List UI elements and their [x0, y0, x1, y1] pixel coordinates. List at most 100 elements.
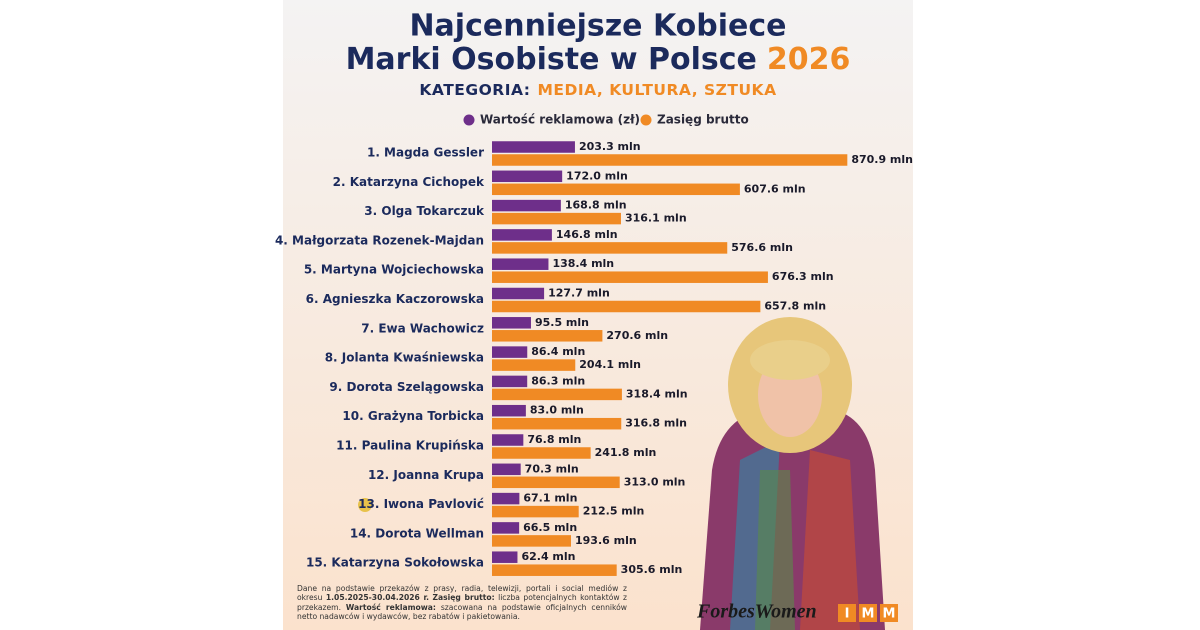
value-label: 76.8 mln [527, 433, 581, 446]
subtitle-text: MEDIA, KULTURA, SZTUKA [537, 81, 776, 99]
bar [492, 154, 848, 166]
value-label: 241.8 mln [595, 446, 657, 459]
category-label: 2. Katarzyna Cichopek [333, 175, 485, 189]
logo-letter: M [883, 607, 896, 622]
category-label: 9. Dorota Szelągowska [329, 380, 484, 394]
category-label: 3. Olga Tokarczuk [364, 204, 485, 218]
value-label: 67.1 mln [523, 492, 577, 505]
new-badge [358, 498, 372, 512]
bar [492, 505, 579, 518]
bar [492, 346, 528, 358]
category-label: 6. Agnieszka Kaczorowska [306, 292, 484, 306]
bar [492, 199, 561, 212]
title-line: Marki Osobiste w Polsce [346, 42, 757, 77]
legend-marker [463, 114, 475, 126]
legend-marker [640, 114, 652, 126]
footnote-part: Wartość reklamowa: [345, 602, 436, 612]
bar [492, 447, 591, 459]
bar [492, 492, 520, 505]
footnote-part: Dane na podstawie przekazów z prasy, rad… [297, 584, 627, 603]
value-label: 193.6 mln [575, 534, 637, 547]
logo-letter: M [862, 607, 875, 622]
category-label: 12. Joanna Krupa [368, 468, 484, 482]
value-label: 86.4 mln [531, 345, 585, 358]
category-label: 7. Ewa Wachowicz [361, 321, 484, 335]
value-label: 66.5 mln [523, 521, 577, 534]
value-label: 576.6 mln [731, 241, 793, 254]
bar [492, 229, 552, 241]
bar [492, 564, 617, 576]
bar [492, 417, 622, 430]
value-label: 305.6 mln [621, 563, 683, 576]
footnote-part: liczba potencjalnych kontaktów z przekaz… [297, 593, 627, 612]
footnote-part: 1.05.2025-30.04.2026 r. [325, 593, 430, 603]
legend-label: Wartość reklamowa (zł) [480, 113, 640, 127]
value-label: 146.8 mln [556, 228, 618, 241]
chart-title: Marki Osobiste w Polsce 2026 [346, 42, 851, 77]
value-label: 607.6 mln [744, 182, 806, 195]
bar [492, 300, 761, 313]
value-label: 83.0 mln [530, 404, 584, 417]
bar [492, 141, 575, 153]
bar [492, 183, 740, 196]
bar [492, 535, 571, 547]
forbes-logo: ForbesWomen [696, 601, 817, 623]
value-label: 70.3 mln [525, 462, 579, 475]
category-label: 13. Iwona Pavlović [358, 497, 484, 511]
category-label: 11. Paulina Krupińska [336, 439, 484, 453]
subtitle-label: KATEGORIA: [419, 81, 530, 99]
bar [492, 258, 549, 270]
subtitle: KATEGORIA: MEDIA, KULTURA, SZTUKA [419, 81, 776, 99]
category-label: 15. Katarzyna Sokołowska [306, 556, 484, 570]
value-label: 62.4 mln [521, 550, 575, 563]
photo [700, 317, 885, 630]
category-label: 10. Grażyna Torbicka [342, 409, 484, 423]
category-label: 8. Jolanta Kwaśniewska [325, 351, 484, 365]
bar [492, 359, 576, 371]
value-label: 86.3 mln [531, 374, 585, 387]
footnote-part: szacowana na podstawie oficjalnych cenni… [297, 602, 627, 622]
bar [492, 212, 621, 225]
logo-letter: I [845, 607, 850, 622]
legend-label: Zasięg brutto [657, 113, 749, 127]
value-label: 95.5 mln [535, 316, 589, 329]
category-label: 14. Dorota Wellman [350, 526, 484, 540]
value-label: 870.9 mln [851, 153, 913, 166]
value-label: 168.8 mln [565, 199, 627, 212]
bar [492, 242, 728, 254]
value-label: 270.6 mln [606, 329, 668, 342]
value-label: 313.0 mln [624, 475, 686, 488]
value-label: 127.7 mln [548, 287, 610, 300]
bar [492, 375, 528, 388]
footnote: Dane na podstawie przekazów z prasy, rad… [297, 584, 627, 622]
value-label: 676.3 mln [772, 270, 834, 283]
value-label: 316.1 mln [625, 212, 687, 225]
bar [492, 434, 524, 446]
bar [492, 317, 531, 329]
chart-title: Najcenniejsze Kobiece [409, 9, 786, 44]
title-year: 2026 [767, 42, 851, 77]
bar [492, 330, 603, 342]
category-label: 1. Magda Gessler [367, 146, 484, 160]
bar [492, 476, 620, 489]
bar [492, 551, 518, 563]
value-label: 204.1 mln [579, 358, 641, 371]
bar [492, 404, 526, 417]
imm-logo: I M M [838, 604, 898, 622]
bar [492, 388, 622, 401]
bar [492, 287, 545, 300]
value-label: 203.3 mln [579, 140, 641, 153]
bar [492, 522, 520, 534]
value-label: 212.5 mln [583, 505, 645, 518]
value-label: 138.4 mln [552, 257, 614, 270]
value-label: 657.8 mln [764, 300, 826, 313]
bar [492, 271, 768, 283]
value-label: 316.8 mln [625, 417, 687, 430]
bar [492, 170, 563, 183]
footnote-part: Zasięg brutto: [432, 593, 495, 603]
value-label: 318.4 mln [626, 387, 688, 400]
category-label: 5. Martyna Wojciechowska [304, 263, 484, 277]
value-label: 172.0 mln [566, 169, 628, 182]
category-label: 4. Małgorzata Rozenek-Majdan [275, 233, 484, 247]
